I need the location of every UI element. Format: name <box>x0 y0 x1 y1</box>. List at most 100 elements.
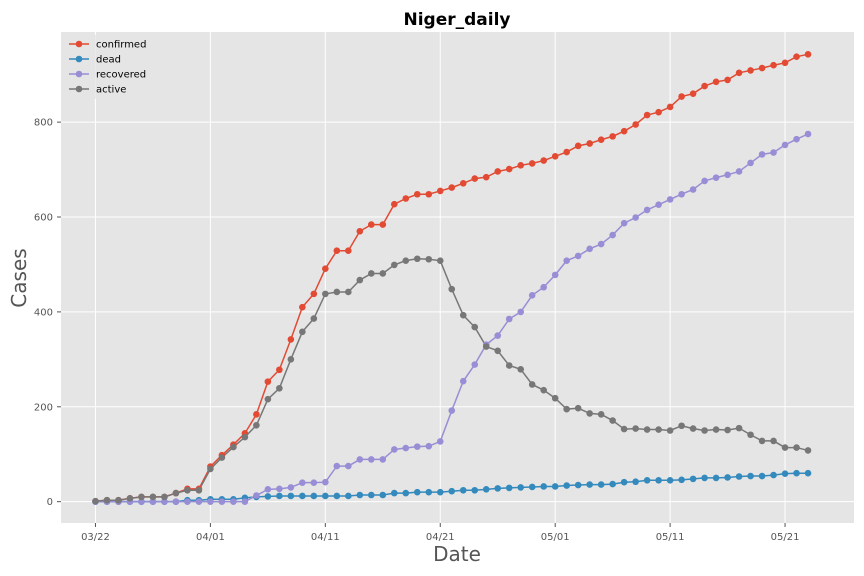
data-point-dead <box>517 484 525 491</box>
data-point-recovered <box>368 456 375 463</box>
data-point-confirmed <box>264 378 272 385</box>
data-point-confirmed <box>586 140 593 147</box>
data-point-recovered <box>758 151 766 158</box>
data-point-dead <box>379 491 387 499</box>
data-point-active <box>184 486 191 494</box>
data-point-active <box>149 493 157 501</box>
data-point-dead <box>563 482 570 489</box>
series-points-recovered <box>92 130 812 505</box>
data-point-dead <box>356 491 364 499</box>
data-point-active <box>666 427 674 434</box>
legend: confirmed dead recovered active <box>65 35 151 99</box>
data-point-active <box>540 386 547 394</box>
data-point-confirmed <box>609 133 616 140</box>
data-point-confirmed <box>563 148 570 156</box>
legend-swatch-marker <box>75 55 83 63</box>
data-point-confirmed <box>597 136 605 143</box>
x-tick-label: 04/11 <box>311 532 340 543</box>
data-point-dead <box>471 486 479 494</box>
data-point-active <box>482 343 490 350</box>
data-point-recovered <box>230 498 237 505</box>
data-point-active <box>436 257 444 264</box>
data-point-confirmed <box>517 162 525 169</box>
series-points-active <box>92 255 812 505</box>
data-point-active <box>413 255 421 263</box>
data-point-dead <box>322 492 329 500</box>
x-tick-label: 05/11 <box>656 532 685 543</box>
x-axis-title: Date <box>433 542 481 566</box>
legend-item-recovered: recovered <box>69 70 146 81</box>
legend-swatch-marker <box>75 40 83 48</box>
data-point-dead <box>597 481 605 488</box>
legend-label: recovered <box>96 70 146 81</box>
data-point-dead <box>804 469 812 477</box>
data-point-active <box>632 425 639 432</box>
data-point-recovered <box>402 444 410 452</box>
data-point-recovered <box>195 498 203 505</box>
data-point-active <box>310 315 318 322</box>
data-point-recovered <box>586 245 593 253</box>
data-point-active <box>551 394 559 402</box>
chart-title: Niger_daily <box>403 10 510 30</box>
data-point-confirmed <box>655 108 662 116</box>
data-point-recovered <box>574 252 582 260</box>
data-point-recovered <box>207 498 214 505</box>
data-point-confirmed <box>345 247 352 254</box>
data-point-confirmed <box>712 78 720 86</box>
data-point-active <box>471 323 479 331</box>
data-point-recovered <box>184 498 191 505</box>
data-point-recovered <box>620 219 628 227</box>
data-point-dead <box>276 492 283 500</box>
data-point-active <box>126 495 134 502</box>
data-point-dead <box>482 486 490 493</box>
data-point-confirmed <box>310 290 318 298</box>
data-point-active <box>643 426 651 433</box>
data-point-recovered <box>517 308 525 316</box>
data-point-confirmed <box>689 90 697 97</box>
legend-swatch-marker <box>75 70 83 78</box>
x-tick-label: 04/21 <box>426 532 455 543</box>
data-point-recovered <box>241 498 249 505</box>
data-point-recovered <box>471 361 479 368</box>
data-point-active <box>701 427 708 434</box>
data-point-recovered <box>459 377 467 385</box>
data-point-confirmed <box>551 152 559 160</box>
data-point-confirmed <box>253 411 260 418</box>
data-point-confirmed <box>758 64 766 72</box>
data-point-recovered <box>276 485 283 493</box>
data-point-confirmed <box>632 121 639 128</box>
data-point-active <box>563 405 570 413</box>
data-point-active <box>517 366 525 373</box>
data-point-recovered <box>264 486 272 493</box>
data-point-active <box>724 426 731 434</box>
data-point-confirmed <box>678 93 685 100</box>
data-point-dead <box>735 473 743 480</box>
data-point-dead <box>666 477 674 484</box>
data-point-active <box>505 362 513 369</box>
data-point-dead <box>390 489 398 497</box>
data-point-confirmed <box>735 69 743 77</box>
data-point-recovered <box>345 462 352 470</box>
data-point-dead <box>770 471 777 479</box>
data-point-recovered <box>597 240 605 248</box>
data-point-active <box>448 285 456 293</box>
data-point-recovered <box>712 174 720 181</box>
data-point-recovered <box>701 177 708 185</box>
data-point-confirmed <box>322 265 329 273</box>
data-point-active <box>264 395 272 403</box>
data-point-active <box>781 444 789 451</box>
data-point-confirmed <box>356 227 364 235</box>
data-point-confirmed <box>390 200 398 208</box>
data-point-confirmed <box>747 67 754 74</box>
data-point-dead <box>643 477 651 484</box>
x-tick-label: 05/01 <box>541 532 570 543</box>
legend-label: dead <box>96 55 121 66</box>
data-point-active <box>770 437 777 445</box>
data-point-dead <box>586 481 593 488</box>
data-point-active <box>241 433 249 441</box>
data-point-dead <box>574 481 582 489</box>
data-point-recovered <box>494 332 502 339</box>
data-point-active <box>218 454 226 461</box>
data-point-confirmed <box>724 76 731 84</box>
plot-area-background <box>61 32 854 523</box>
